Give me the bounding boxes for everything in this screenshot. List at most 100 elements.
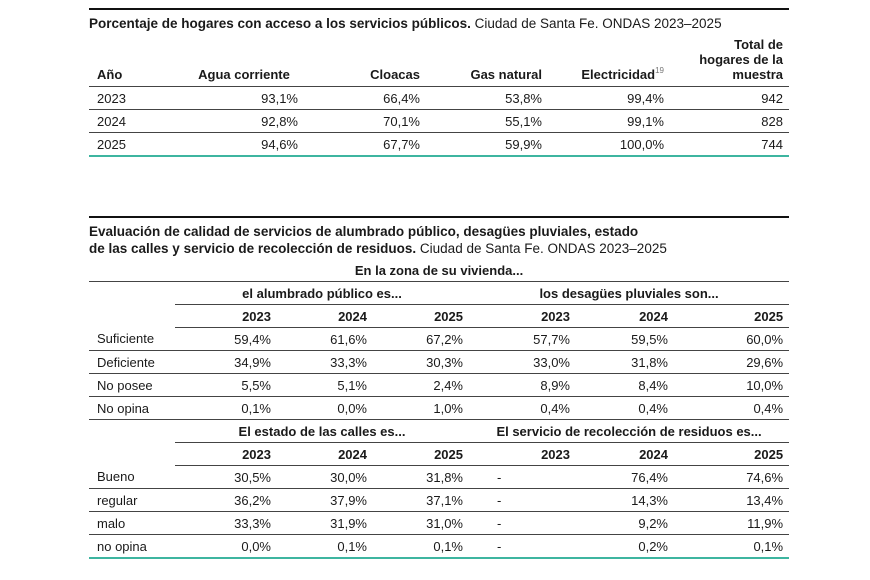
footnote-marker: 19 — [655, 66, 664, 75]
table-cell: 0,4% — [674, 396, 790, 420]
year-header: 2025 — [674, 442, 790, 466]
cell-total: 744 — [670, 132, 789, 157]
header-electricity: Electricidad19 — [548, 37, 670, 87]
table-cell: 0,1% — [674, 534, 790, 559]
cell-total: 942 — [670, 86, 789, 110]
table-cell: 30,5% — [175, 465, 277, 489]
table-cell: 0,0% — [175, 534, 277, 559]
table-cell: 33,3% — [277, 350, 373, 374]
header-total: Total de hogares de la muestra — [670, 37, 789, 87]
quality-title-line2-bold: de las calles y servicio de recolección … — [89, 241, 417, 256]
table-row: no opina 0,0% 0,1% 0,1% - 0,2% 0,1% — [89, 534, 790, 559]
table-cell: 31,9% — [277, 511, 373, 535]
zone-header: En la zona de su vivienda... — [89, 259, 790, 282]
row-label: No posee — [89, 373, 175, 397]
group-lighting: el alumbrado público es... — [175, 281, 469, 305]
group-drainage: los desagües pluviales son... — [469, 281, 790, 305]
cell-gas: 55,1% — [426, 109, 548, 133]
cell-water: 92,8% — [184, 109, 304, 133]
section1-group-row: el alumbrado público es... los desagües … — [89, 281, 790, 305]
cell-electricity: 99,4% — [548, 86, 670, 110]
table-cell: 59,5% — [576, 327, 674, 351]
cell-electricity: 100,0% — [548, 132, 670, 157]
cell-water: 93,1% — [184, 86, 304, 110]
row-label: regular — [89, 488, 175, 512]
zone-header-row: En la zona de su vivienda... — [89, 259, 790, 282]
table-cell: 0,1% — [277, 534, 373, 559]
quality-table: En la zona de su vivienda... el alumbrad… — [89, 259, 790, 559]
cell-sewer: 67,7% — [304, 132, 426, 157]
table-cell: 33,0% — [469, 350, 576, 374]
header-total-line3: muestra — [732, 67, 783, 82]
year-header: 2023 — [469, 442, 576, 466]
year-header: 2025 — [373, 304, 469, 328]
table-cell: 0,4% — [469, 396, 576, 420]
row-year: 2024 — [89, 109, 184, 133]
group-waste: El servicio de recolección de residuos e… — [469, 419, 790, 443]
cell-sewer: 70,1% — [304, 109, 426, 133]
table-cell: 13,4% — [674, 488, 790, 512]
row-year: 2023 — [89, 86, 184, 110]
table-cell: 31,8% — [576, 350, 674, 374]
table-cell: 0,4% — [576, 396, 674, 420]
header-sewer: Cloacas — [304, 37, 426, 87]
table-cell: 0,2% — [576, 534, 674, 559]
header-gas: Gas natural — [426, 37, 548, 87]
cell-electricity: 99,1% — [548, 109, 670, 133]
table-cell: 8,4% — [576, 373, 674, 397]
table-cell: 0,1% — [175, 396, 277, 420]
empty-cell — [89, 420, 175, 443]
header-total-line2: hogares de la — [699, 52, 783, 67]
table-cell: 14,3% — [576, 488, 674, 512]
table-cell: - — [469, 488, 576, 512]
cell-water: 94,6% — [184, 132, 304, 157]
table-cell: 0,1% — [373, 534, 469, 559]
table-row: No opina 0,1% 0,0% 1,0% 0,4% 0,4% 0,4% — [89, 396, 790, 420]
table-cell: 76,4% — [576, 465, 674, 489]
quality-title-line2-rest: Ciudad de Santa Fe. ONDAS 2023–2025 — [416, 241, 667, 256]
year-header: 2024 — [576, 304, 674, 328]
empty-cell — [89, 282, 175, 305]
table-cell: 31,8% — [373, 465, 469, 489]
table-cell: - — [469, 534, 576, 559]
empty-cell — [89, 443, 175, 466]
access-table-header-row: Año Agua corriente Cloacas Gas natural E… — [89, 37, 789, 87]
access-table-title-bold: Porcentaje de hogares con acceso a los s… — [89, 16, 471, 31]
section2-years-row: 2023 2024 2025 2023 2024 2025 — [89, 442, 790, 466]
table-cell: 30,3% — [373, 350, 469, 374]
table-cell: 30,0% — [277, 465, 373, 489]
table-cell: 8,9% — [469, 373, 576, 397]
year-header: 2024 — [277, 304, 373, 328]
row-label: Deficiente — [89, 350, 175, 374]
table-row: malo 33,3% 31,9% 31,0% - 9,2% 11,9% — [89, 511, 790, 535]
table-cell: 33,3% — [175, 511, 277, 535]
row-label: no opina — [89, 534, 175, 559]
empty-cell — [89, 305, 175, 328]
year-header: 2025 — [674, 304, 790, 328]
cell-total: 828 — [670, 109, 789, 133]
row-label: No opina — [89, 396, 175, 420]
quality-table-title-line1: Evaluación de calidad de servicios de al… — [89, 223, 789, 240]
access-table: Año Agua corriente Cloacas Gas natural E… — [89, 37, 789, 157]
section1-years-row: 2023 2024 2025 2023 2024 2025 — [89, 304, 790, 328]
table-cell: 2,4% — [373, 373, 469, 397]
table-cell: 60,0% — [674, 327, 790, 351]
row-label: malo — [89, 511, 175, 535]
table-cell: 34,9% — [175, 350, 277, 374]
table-cell: 11,9% — [674, 511, 790, 535]
row-label: Bueno — [89, 465, 175, 489]
table-row: regular 36,2% 37,9% 37,1% - 14,3% 13,4% — [89, 488, 790, 512]
row-label: Suficiente — [89, 327, 175, 351]
table-row: 2025 94,6% 67,7% 59,9% 100,0% 744 — [89, 132, 789, 157]
cell-gas: 59,9% — [426, 132, 548, 157]
table-cell: 9,2% — [576, 511, 674, 535]
cell-gas: 53,8% — [426, 86, 548, 110]
table-cell: 31,0% — [373, 511, 469, 535]
year-header: 2024 — [576, 442, 674, 466]
table-cell: 37,1% — [373, 488, 469, 512]
access-table-title-rest: Ciudad de Santa Fe. ONDAS 2023–2025 — [470, 16, 722, 31]
year-header: 2023 — [175, 442, 277, 466]
quality-table-block: Evaluación de calidad de servicios de al… — [89, 216, 790, 559]
table-cell: 29,6% — [674, 350, 790, 374]
header-electricity-label: Electricidad — [581, 67, 656, 82]
